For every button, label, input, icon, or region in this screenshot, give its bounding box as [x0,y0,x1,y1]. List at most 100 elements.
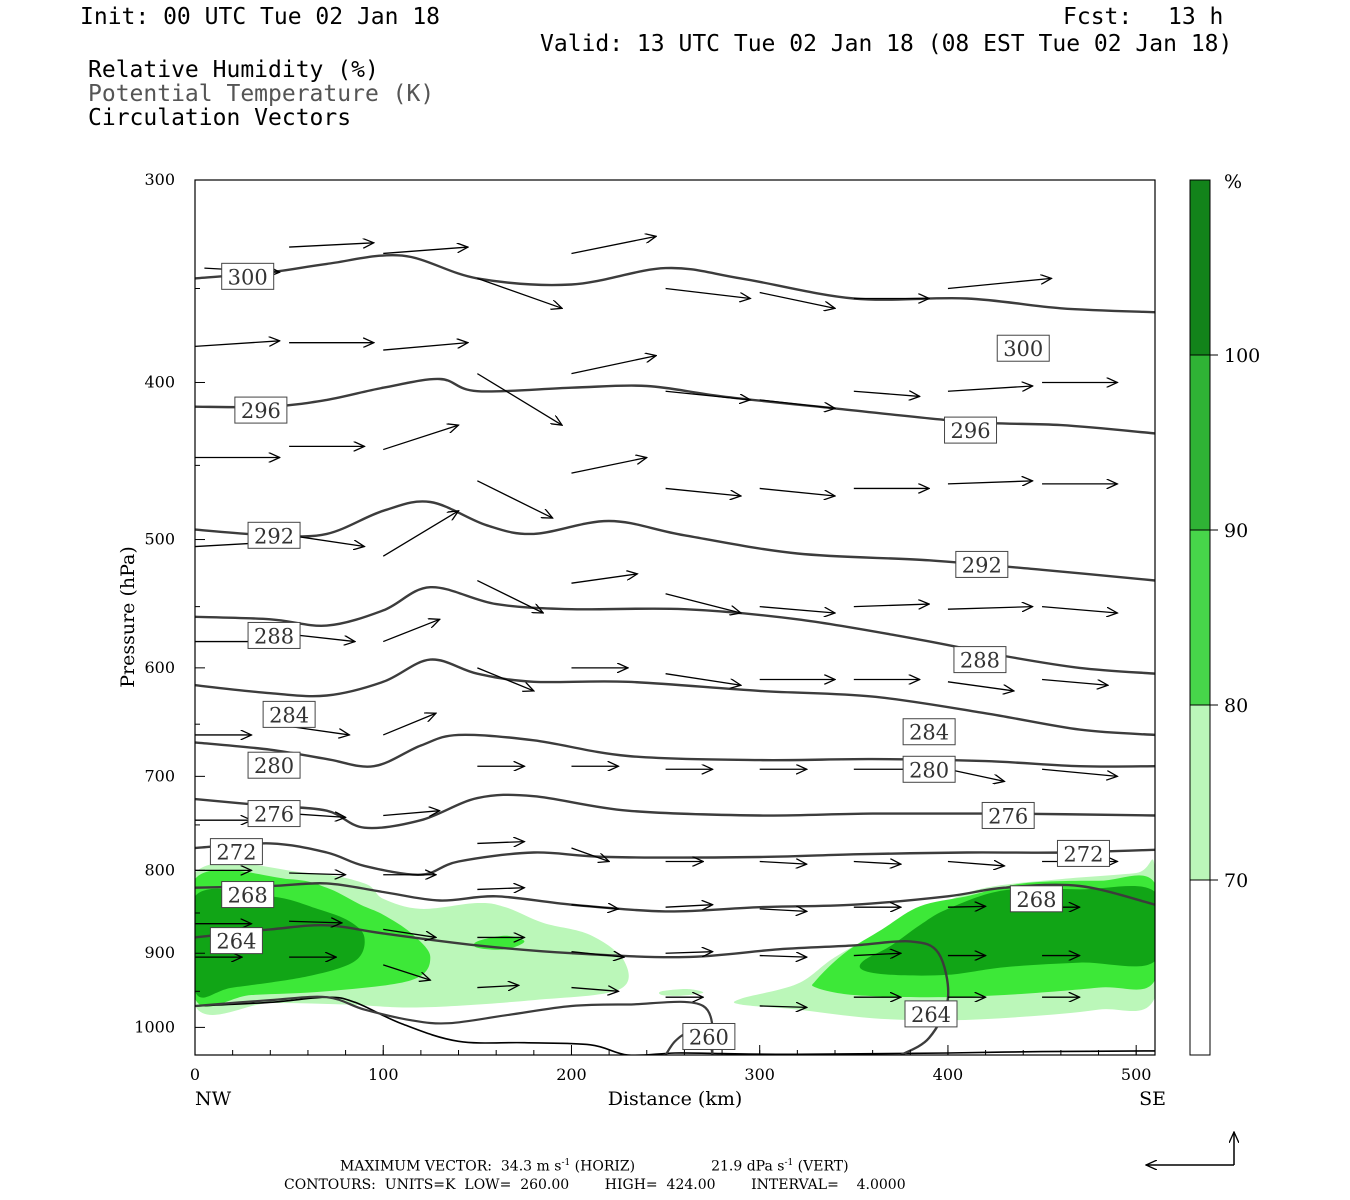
circulation-vector [759,487,835,496]
colorbar: 70 80 90 100 [1189,179,1260,1056]
colorbar-level-label: 100 [1224,345,1260,367]
isentrope-label-box [234,396,288,424]
isentrope-label-text: 264 [216,930,256,954]
legend-potential-temperature: Potential Temperature (K) [88,81,435,107]
reference-vector-icon [1146,1132,1234,1165]
circulation-vector [477,579,543,613]
colorbar-level-label: 90 [1224,520,1248,542]
isentrope-label: 296 [234,396,288,424]
x-axis-label: Distance (km) [608,1088,743,1110]
isentrope-line-268 [195,881,1155,913]
circulation-vector [1042,678,1108,685]
isentrope-label-box [247,521,301,549]
circulation-vector [383,928,436,937]
isentrope-label-box [221,881,275,909]
isentrope-label-box [902,718,956,746]
circulation-vector [665,287,751,298]
isentrope-label-box [682,1022,736,1050]
x-tick-label: 500 [1121,1065,1152,1084]
circulation-vector [665,390,751,400]
contours-info: CONTOURS: UNITS=K LOW= 260.00 HIGH= 424.… [284,1177,906,1193]
circulation-vector [665,593,741,613]
circulation-vector [477,888,524,890]
circulation-vector [477,373,562,426]
endpoint-right-label: SE [1139,1088,1166,1110]
isentrope-label-text: 300 [1003,337,1043,361]
horizontal-tag: (HORIZ) [570,1158,636,1175]
circulation-vector [947,681,1014,691]
isentrope-line-292 [195,500,1155,582]
colorbar-level-label: 70 [1224,870,1248,892]
isentrope-label-text: 296 [241,399,281,423]
circulation-vector [759,909,807,911]
circulation-vector [947,481,1033,484]
y-tick-label: 1000 [134,1017,175,1036]
circulation-vector [383,811,439,816]
isentrope-label-box [247,751,301,779]
isentrope-label-text: 264 [911,1003,951,1027]
isentrope-label: 284 [262,700,316,728]
isentrope-label-text: 284 [269,703,309,727]
y-tick-label: 500 [144,530,175,549]
x-tick-label: 0 [190,1065,200,1084]
endpoint-left-label: NW [195,1088,232,1110]
max-horizontal-vector: 34.3 m s [500,1158,562,1175]
isentrope-label: 284 [902,718,956,746]
isentrope-label: 264 [904,1000,958,1028]
colorbar-swatch [1190,180,1210,355]
circulation-vector [571,356,656,375]
isentrope-label: 292 [955,550,1009,578]
circulation-vector [759,399,835,409]
isentrope-label-box [221,262,275,290]
circulation-vector [571,905,618,909]
circulation-vector [853,604,929,607]
isentrope-label: 296 [944,416,998,444]
isentrope-label-box [902,755,956,783]
colorbar-swatch [1190,530,1210,705]
rh-region-90 [859,886,1155,976]
circulation-vector [571,847,609,861]
x-tick-label: 300 [744,1065,775,1084]
isentrope-label-text: 292 [254,524,294,548]
rh-region-90 [195,888,365,998]
isentrope-labels: 300 300 296 296 292 292 288 288 284 284 280 280 276 2… [209,262,1110,1050]
isentrope-label: 300 [996,334,1050,362]
y-tick-label: 700 [144,766,175,785]
y-tick-label: 600 [144,658,175,677]
axes: 0 100 200 300 400 500 300 400 500 600 700 800 900 100… [134,170,1151,1084]
isentrope-line-280 [195,733,1155,768]
circulation-vector [947,861,1004,865]
circulation-vector [571,951,624,957]
isentrope-label: 300 [221,262,275,290]
isentrope-label-box [904,1000,958,1028]
isentrope-label-box [1056,839,1110,867]
isentrope-label: 268 [221,881,275,909]
y-axis-label: Pressure (hPa) [117,546,139,688]
circulation-vector [195,341,280,348]
isentrope-label: 272 [1056,839,1110,867]
y-tick-label: 400 [144,372,175,391]
isentrope-label: 280 [247,751,301,779]
isentrope-label-box [981,801,1035,829]
valid-time: Valid: 13 UTC Tue 02 Jan 18 (08 EST Tue … [540,31,1233,57]
circulation-vector [289,921,342,923]
forecast-label: Fcst: [1063,4,1133,30]
circulation-vector [853,953,901,955]
isentrope-label: 288 [953,646,1007,674]
isentrope-label-text: 296 [950,419,990,443]
isentrope-label-text: 280 [254,754,294,778]
colorbar-swatch [1190,880,1210,1055]
circulation-vector [1041,768,1117,776]
x-tick-label: 200 [556,1065,587,1084]
isentrope-label-box [247,800,301,828]
isentrope-line-260-lower [195,995,714,1055]
circulation-vector [665,487,741,496]
isentrope-label-text: 292 [962,553,1002,577]
circulation-vector [571,236,656,255]
circulation-vector [759,861,807,864]
isentrope-label: 264 [209,927,263,955]
legend-relative-humidity: Relative Humidity (%) [88,57,379,83]
circulation-vector [477,667,533,691]
isentrope-label-box [209,927,263,955]
